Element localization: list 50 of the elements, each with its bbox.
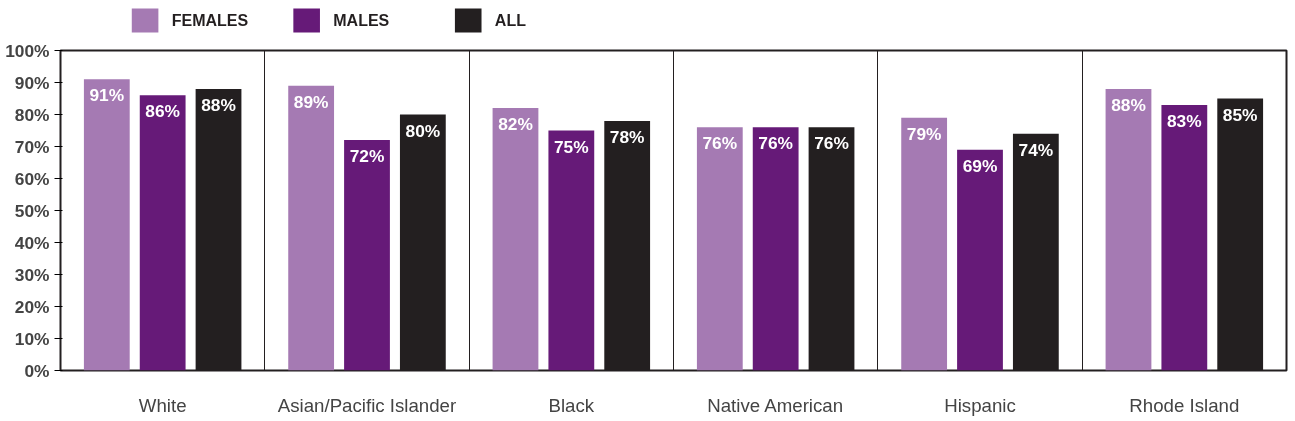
bar <box>957 149 1003 371</box>
legend-label: MALES <box>333 12 390 29</box>
y-tick-label: 0% <box>24 360 50 381</box>
data-label: 78% <box>609 126 645 147</box>
x-tick-label: Black <box>548 394 595 416</box>
data-label: 85% <box>1222 104 1258 125</box>
x-tick-label: Hispanic <box>944 394 1016 416</box>
x-tick-label: Rhode Island <box>1129 394 1240 416</box>
bar <box>696 127 743 371</box>
data-label: 72% <box>349 146 385 167</box>
bar <box>548 130 595 371</box>
legend-label: FEMALES <box>171 12 249 29</box>
data-label: 76% <box>702 133 738 154</box>
bar <box>83 79 130 371</box>
data-label: 76% <box>758 133 794 154</box>
y-tick-label: 10% <box>14 328 50 349</box>
bar <box>901 117 948 371</box>
bar <box>139 95 186 371</box>
data-label: 88% <box>201 94 236 115</box>
bar <box>288 85 335 371</box>
y-tick-label: 90% <box>14 72 50 93</box>
data-label: 80% <box>405 120 441 141</box>
bar <box>1105 88 1152 371</box>
y-tick-label: 50% <box>14 200 50 221</box>
y-tick-label: 40% <box>14 232 50 253</box>
bar <box>344 140 390 371</box>
legend-label: ALL <box>494 12 527 29</box>
data-label: 88% <box>1111 94 1146 115</box>
y-tick-label: 80% <box>14 104 50 125</box>
data-label: 86% <box>145 101 181 122</box>
bar <box>492 108 539 371</box>
data-label: 82% <box>498 114 533 135</box>
y-tick-label: 70% <box>14 136 50 157</box>
y-tick-label: 60% <box>14 168 50 189</box>
data-label: 91% <box>89 85 125 106</box>
bar <box>1161 104 1208 371</box>
data-label: 89% <box>293 91 329 112</box>
y-tick-label: 100% <box>5 40 50 61</box>
y-tick-label: 20% <box>14 296 50 317</box>
x-tick-label: White <box>138 394 187 416</box>
x-tick-label: Native American <box>707 394 844 416</box>
data-label: 75% <box>553 136 589 157</box>
data-label: 69% <box>962 155 998 176</box>
y-tick-label: 30% <box>14 264 50 285</box>
x-tick-label: Asian/Pacific Islander <box>277 394 457 416</box>
data-label: 83% <box>1166 110 1202 131</box>
bar <box>752 127 799 371</box>
data-label: 76% <box>814 133 849 154</box>
data-label: 79% <box>906 123 942 144</box>
data-label: 74% <box>1018 139 1054 160</box>
